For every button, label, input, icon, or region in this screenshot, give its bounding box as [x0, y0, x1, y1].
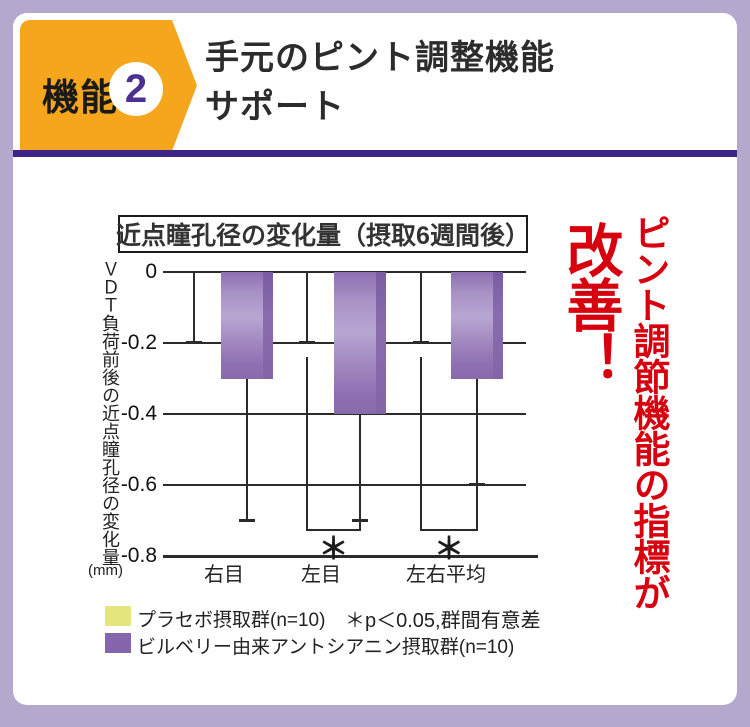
- bilberry-error-cap: [239, 518, 255, 522]
- placebo-error-bar: [193, 272, 195, 343]
- legend-swatch-placebo: [105, 606, 131, 626]
- significance-bracket-bottom: [420, 528, 478, 531]
- category-label: 左右平均: [406, 564, 486, 586]
- y-tick-label: -0.6: [120, 473, 157, 496]
- placebo-error-cap: [299, 341, 315, 344]
- y-tick-label: 0: [145, 260, 157, 283]
- y-tick-label: -0.2: [120, 331, 157, 354]
- bar-shade-strip: [493, 272, 503, 379]
- bar-shade-strip: [263, 272, 273, 379]
- page-title-line2: サポート: [205, 88, 345, 126]
- chart-title: 近点瞳孔径の変化量（摂取6週間後）: [116, 215, 530, 253]
- title-divider: [13, 150, 737, 157]
- significance-bracket-left: [420, 357, 422, 531]
- legend-label-bilberry: ビルベリー由来アントシアニン摂取群(n=10): [137, 637, 515, 658]
- placebo-error-bar: [420, 272, 422, 343]
- category-label: 左目: [301, 564, 341, 586]
- gridline: [163, 413, 526, 415]
- gridline: [163, 554, 538, 558]
- placebo-error-cap: [186, 341, 202, 344]
- significance-asterisk: ＊: [434, 533, 464, 566]
- bilberry-bar: [221, 272, 273, 379]
- page-title: 手元のピント調整機能 サポート: [205, 34, 555, 132]
- category-label: 右目: [204, 564, 244, 586]
- significance-asterisk: ＊: [318, 533, 349, 566]
- callout-emphasis-text: 改善！: [558, 221, 622, 386]
- legend-swatch-bilberry: [105, 633, 131, 653]
- feature-number-circle: 2: [109, 62, 163, 116]
- placebo-error-bar: [306, 272, 308, 343]
- callout-lead-text: ピント調節機能の指標が: [628, 214, 669, 610]
- significance-note: ＊p＜0.05,群間有意差: [345, 610, 541, 632]
- bilberry-bar: [334, 272, 386, 414]
- bilberry-error-bar: [476, 378, 478, 531]
- legend-label-placebo: プラセボ摂取群(n=10): [137, 610, 326, 631]
- y-axis-label: ＶＤＴ負荷前後の近点瞳孔径の変化量: [100, 260, 120, 566]
- bilberry-error-bar: [359, 414, 361, 531]
- y-tick-label: -0.8: [120, 544, 157, 567]
- bilberry-error-bar: [246, 378, 248, 521]
- significance-bracket-bottom: [306, 528, 361, 531]
- placebo-error-cap: [413, 341, 429, 344]
- page-title-line1: 手元のピント調整機能: [205, 39, 555, 77]
- bilberry-error-cap: [352, 518, 368, 522]
- significance-bracket-left: [306, 357, 308, 531]
- bilberry-bar: [451, 272, 503, 379]
- y-axis-unit: (mm): [88, 562, 123, 579]
- feature-badge-label: 機能: [42, 77, 118, 118]
- bar-shade-strip: [376, 272, 386, 414]
- feature-number: 2: [124, 66, 148, 111]
- y-tick-label: -0.4: [120, 402, 157, 425]
- bilberry-error-cap: [469, 483, 485, 486]
- gridline: [163, 484, 526, 486]
